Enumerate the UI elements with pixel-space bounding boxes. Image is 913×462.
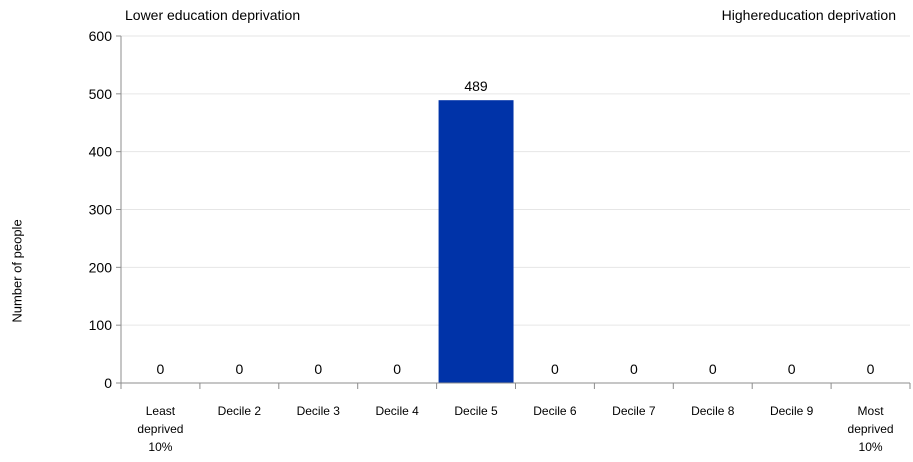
- x-tick-label: Decile 4: [375, 404, 419, 418]
- data-label: 0: [551, 361, 559, 377]
- x-tick-label: Decile 2: [217, 404, 262, 418]
- data-labels: 0 0 0 0 489 0 0 0 0 0: [157, 78, 875, 377]
- y-tick-label: 400: [89, 144, 113, 160]
- x-tick-label: Most deprived 10%: [847, 404, 894, 454]
- x-tick-label: Decile 8: [691, 404, 735, 418]
- x-tick-label: Decile 7: [612, 404, 656, 418]
- data-label: 0: [314, 361, 322, 377]
- bar: [438, 100, 514, 383]
- y-tick-label: 600: [89, 28, 113, 44]
- y-tick-label: 300: [89, 202, 113, 218]
- y-tick-label: 100: [89, 317, 113, 333]
- data-label: 0: [788, 361, 796, 377]
- x-tick-label: Decile 6: [533, 404, 577, 418]
- data-label: 0: [630, 361, 638, 377]
- data-label: 489: [464, 78, 488, 94]
- y-tick-label: 200: [89, 259, 113, 275]
- x-tick-label: Least deprived 10%: [137, 404, 184, 454]
- higher-deprivation-note: Highereducation deprivation: [721, 7, 896, 23]
- data-label: 0: [157, 361, 165, 377]
- data-label: 0: [867, 361, 875, 377]
- data-label: 0: [393, 361, 401, 377]
- x-tick-label: Decile 3: [296, 404, 340, 418]
- gridlines: [121, 35, 910, 326]
- axes: 0 100 200 300 400 500 600: [89, 28, 911, 391]
- y-tick-label: 0: [104, 375, 112, 391]
- y-tick-label: 500: [89, 86, 113, 102]
- x-tick-label: Decile 9: [769, 404, 814, 418]
- data-label: 0: [709, 361, 717, 377]
- bars: [438, 100, 514, 383]
- x-tick-label: Decile 5: [454, 404, 498, 418]
- lower-deprivation-note: Lower education deprivation: [125, 7, 301, 23]
- data-label: 0: [235, 361, 243, 377]
